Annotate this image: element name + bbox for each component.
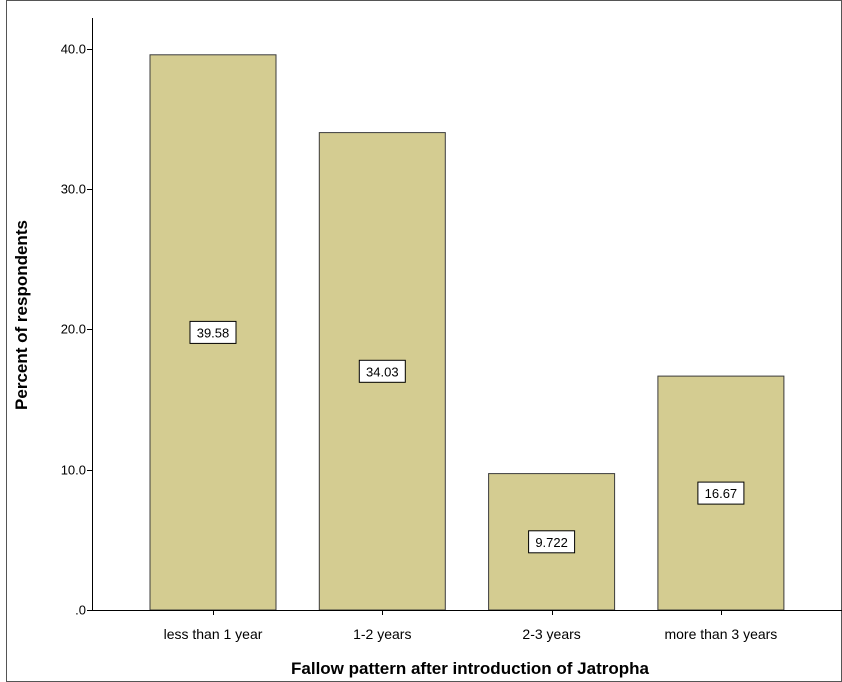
data-label-box bbox=[358, 359, 406, 383]
x-tick-label: 2-3 years bbox=[522, 626, 580, 642]
y-ticks-group: .0 10.0 20.0 30.0 40.0 bbox=[61, 42, 92, 618]
y-tick-label: 10.0 bbox=[61, 463, 86, 478]
data-label: 9.722 bbox=[535, 535, 568, 550]
data-label-box bbox=[189, 320, 237, 344]
x-tick-label: less than 1 year bbox=[164, 626, 263, 642]
data-label-box bbox=[528, 530, 576, 554]
data-label: 39.58 bbox=[197, 325, 230, 340]
data-label: 34.03 bbox=[366, 364, 399, 379]
y-tick-label: 40.0 bbox=[61, 42, 86, 57]
y-axis-title: Percent of respondents bbox=[12, 220, 31, 410]
y-tick-label: .0 bbox=[75, 603, 86, 618]
y-tick-label: 30.0 bbox=[61, 182, 86, 197]
y-tick-label: 20.0 bbox=[61, 322, 86, 337]
data-labels-group: 39.58 34.03 9.722 16.67 bbox=[189, 320, 745, 554]
x-tick-label: 1-2 years bbox=[353, 626, 411, 642]
x-tick-label: more than 3 years bbox=[664, 626, 777, 642]
data-label: 16.67 bbox=[705, 486, 738, 501]
x-axis-title: Fallow pattern after introduction of Jat… bbox=[291, 659, 650, 678]
data-label-box bbox=[697, 481, 745, 505]
x-ticks-group: less than 1 year 1-2 years 2-3 years more t… bbox=[164, 610, 777, 642]
